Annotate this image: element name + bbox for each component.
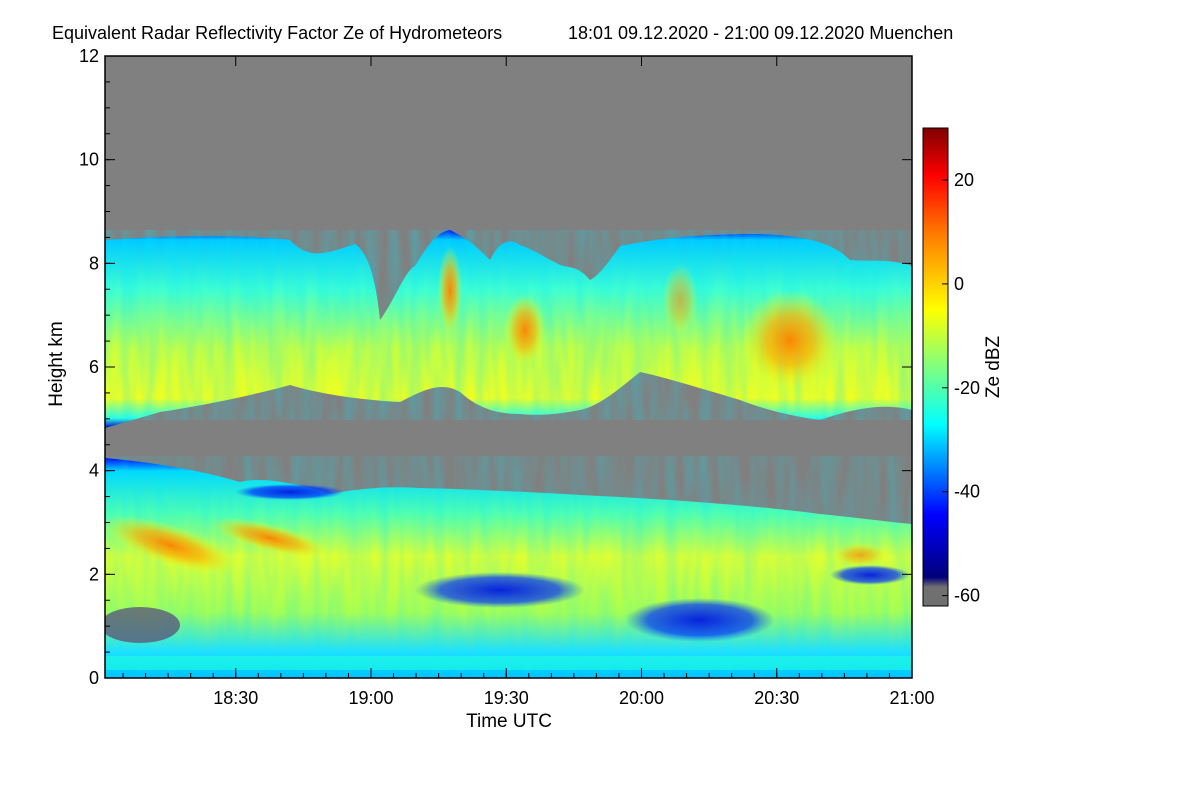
y-tick-label: 10 — [79, 150, 99, 170]
x-tick-label: 20:30 — [754, 688, 799, 708]
colorbar-label: Ze dBZ — [983, 335, 1004, 398]
x-tick-label: 20:00 — [619, 688, 664, 708]
x-axis-label: Time UTC — [466, 711, 552, 732]
y-tick-label: 2 — [89, 564, 99, 584]
plot-area: 0 2 4 6 8 10 12 18:30 19:00 19:30 20:00 20:30 21:00 — [79, 46, 935, 708]
y-tick-label: 6 — [89, 357, 99, 377]
y-ticks: 0 2 4 6 8 10 12 — [79, 46, 912, 688]
x-tick-label: 21:00 — [889, 688, 934, 708]
y-tick-label: 0 — [89, 668, 99, 688]
colorbar-scale — [922, 127, 949, 607]
colorbar-tick-label: -60 — [954, 586, 980, 606]
chart-title: Equivalent Radar Reflectivity Factor Ze … — [52, 23, 502, 43]
y-tick-label: 8 — [89, 253, 99, 273]
x-tick-label: 19:00 — [348, 688, 393, 708]
colorbar: -60 -40 -20 0 20 Ze dBZ — [922, 127, 1004, 607]
reflectivity-field — [105, 230, 912, 678]
colorbar-tick-label: 20 — [954, 170, 974, 190]
ground-clutter — [105, 656, 912, 670]
x-tick-label: 19:30 — [484, 688, 529, 708]
x-tick-label: 18:30 — [213, 688, 258, 708]
hot-cores — [105, 246, 888, 574]
chart-subtitle: 18:01 09.12.2020 - 21:00 09.12.2020 Muen… — [568, 23, 953, 43]
y-axis-label: Height km — [46, 321, 67, 407]
x-ticks: 18:30 19:00 19:30 20:00 20:30 21:00 — [122, 56, 935, 708]
colorbar-ticks: -60 -40 -20 0 20 — [942, 170, 980, 606]
y-tick-label: 12 — [79, 46, 99, 66]
colorbar-tick-label: -40 — [954, 482, 980, 502]
weak-echo-patches — [105, 484, 910, 643]
colorbar-tick-label: 0 — [954, 274, 964, 294]
y-tick-label: 4 — [89, 461, 99, 481]
colorbar-tick-label: -20 — [954, 378, 980, 398]
